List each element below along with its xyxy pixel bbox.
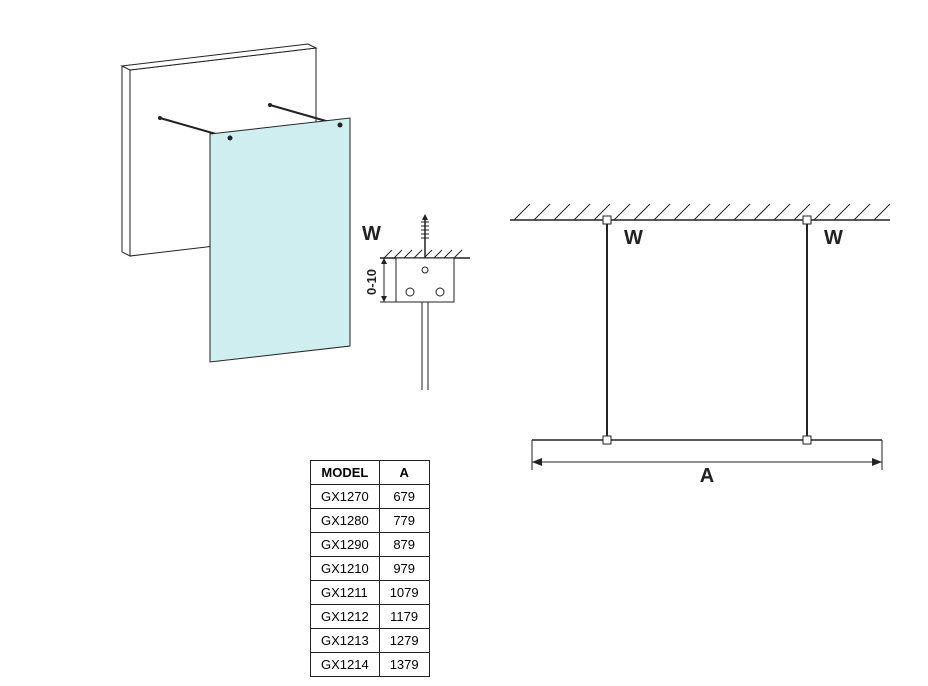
- th-model: MODEL: [311, 461, 380, 485]
- table-header-row: MODEL A: [311, 461, 430, 485]
- table-row: GX12111079: [311, 581, 430, 605]
- iso-view: [40, 30, 380, 390]
- table-row: GX1270679: [311, 485, 430, 509]
- plan-bracket-right: [803, 216, 811, 224]
- plan-label-w-left: W: [624, 227, 643, 249]
- detail-dim-0-10: 0-10: [364, 269, 379, 295]
- table-row: GX12131279: [311, 629, 430, 653]
- detail-view: W 0-10: [340, 200, 490, 420]
- plan-view: W W A: [490, 160, 910, 520]
- table-row: GX1290879: [311, 533, 430, 557]
- bracket-body: [396, 258, 454, 302]
- detail-label-w: W: [362, 223, 381, 245]
- model-table: MODEL A GX1270679 GX1280779 GX1290879 GX…: [310, 460, 430, 677]
- table-row: GX12141379: [311, 653, 430, 677]
- table-row: GX12121179: [311, 605, 430, 629]
- detail-hatch: [384, 250, 462, 258]
- plan-label-w-right: W: [824, 227, 843, 249]
- arrow-left-icon: [532, 458, 542, 466]
- arrow-right-icon: [872, 458, 882, 466]
- plan-label-a: A: [700, 465, 714, 487]
- glass-panel: [210, 118, 350, 362]
- plan-bracket-left: [603, 216, 611, 224]
- table-row: GX1280779: [311, 509, 430, 533]
- table-row: GX1210979: [311, 557, 430, 581]
- plan-hatch: [514, 204, 890, 220]
- th-a: A: [379, 461, 429, 485]
- wall-left: [122, 66, 130, 256]
